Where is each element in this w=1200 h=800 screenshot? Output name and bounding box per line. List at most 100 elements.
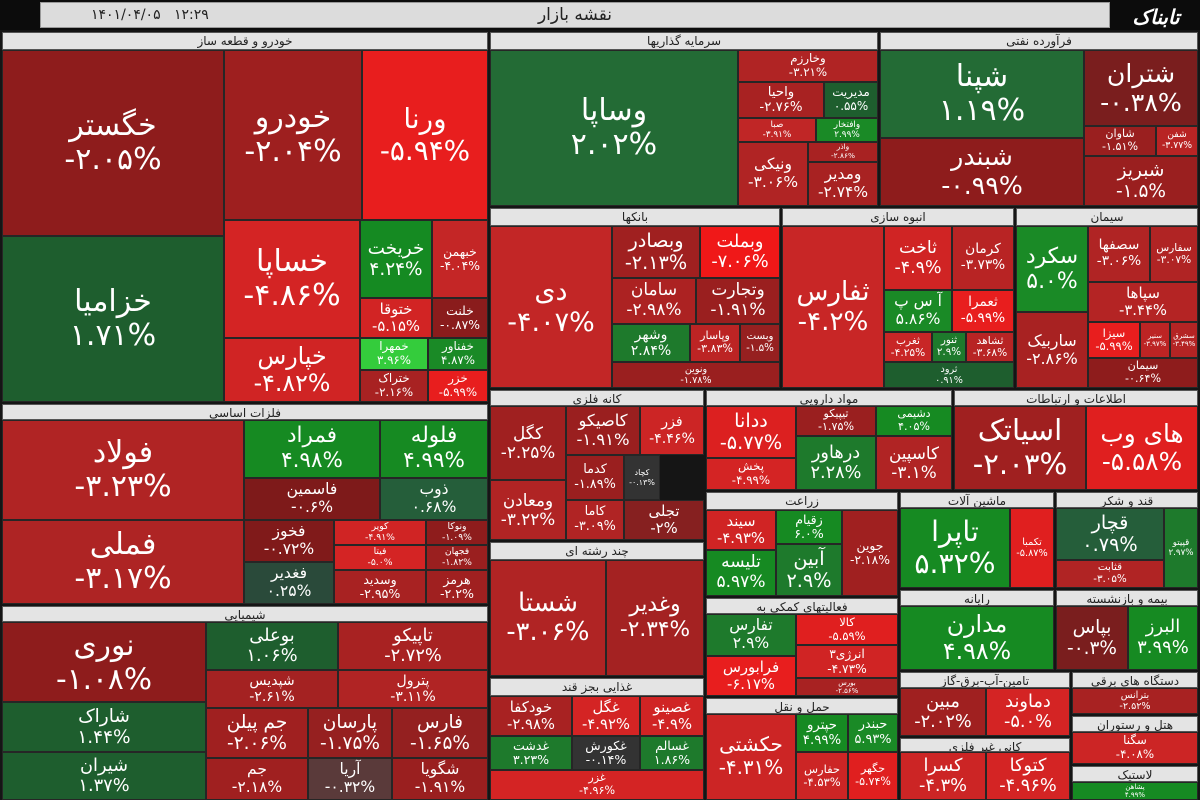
stock-name: وبصادر — [628, 228, 684, 252]
stock-change: -۲.۷۴% — [817, 183, 869, 201]
stock-tile: سنیر -۳.۹۷% — [1140, 322, 1170, 358]
stock-name: کسرا — [923, 755, 963, 776]
stock-tile: کالا -۵.۵۹% — [796, 614, 898, 645]
stock-change: ۴.۰۵% — [898, 420, 930, 433]
stock-change: ۳.۹۶% — [376, 353, 412, 367]
stock-tile: وتجارت -۱.۹۱% — [696, 278, 780, 324]
stock-tile: ونوین -۱.۷۸% — [612, 362, 780, 388]
stock-change: -۳.۴۹% — [1172, 340, 1196, 348]
stock-change: -۲.۲% — [439, 586, 474, 601]
stock-change: -۳.۱۱% — [390, 689, 436, 705]
sector-header: غذایی بجز قند — [490, 678, 704, 696]
stock-change: ۲.۸۴% — [630, 343, 672, 359]
stock-name: خگستر — [69, 107, 157, 143]
stock-tile: اسیاتک -۲.۰۳% — [954, 406, 1086, 490]
stock-name: کتوکا — [1009, 755, 1047, 776]
stock-change: -۳.۷۳% — [960, 257, 1006, 273]
stock-change: -۳.۲۱% — [788, 65, 828, 79]
stock-name: آ س پ — [894, 292, 942, 311]
sector-header: شیمیایی — [2, 606, 488, 622]
stock-tile: ومعادن -۳.۲۲% — [490, 480, 566, 540]
stock-name: حکشتی — [719, 733, 783, 757]
stock-tile: وشهر ۲.۸۴% — [612, 324, 690, 362]
stock-name: جم — [247, 760, 267, 779]
stock-change: -۴.۴۶% — [649, 430, 695, 447]
stock-name: ومعادن — [502, 489, 554, 510]
stock-tile: غدشت ۳.۲۳% — [490, 736, 572, 770]
stock-name: خودکفا — [509, 698, 553, 716]
stock-change: -۱.۹۱% — [710, 300, 766, 320]
stock-change: -۳.۷۷% — [1161, 140, 1193, 151]
stock-tile: خمهرا ۳.۹۶% — [360, 338, 428, 370]
stock-name: کاما — [584, 504, 606, 520]
stock-name: سفارس — [1156, 240, 1192, 254]
stock-tile: سشرق -۳.۴۹% — [1170, 322, 1198, 358]
stock-name: کاسپین — [888, 442, 940, 463]
stock-tile: ثنور ۲.۹% — [932, 332, 966, 362]
sector-header: کانی غیر فلزی — [900, 738, 1070, 752]
stock-change: -۴.۷۳% — [827, 661, 867, 676]
stock-tile: غصینو -۴.۹% — [640, 696, 704, 736]
stock-change: -۳.۰۷% — [1156, 253, 1192, 266]
stock-change: -۴.۳% — [918, 776, 968, 796]
stock-tile: غگل -۴.۹۲% — [572, 696, 640, 736]
sector-header: خودرو و قطعه ساز — [2, 32, 488, 50]
stock-change: -۵.۵۸% — [1101, 447, 1183, 476]
stock-tile: کگل -۲.۲۵% — [490, 406, 566, 480]
stock-change: ۱.۳۷% — [78, 776, 130, 796]
stock-name: فاسمین — [286, 480, 338, 499]
stock-tile: وآذر -۲.۸۶% — [808, 142, 878, 162]
stock-change: -۴.۲% — [797, 307, 869, 337]
stock-tile: فاسمین -۰.۶% — [244, 478, 380, 520]
stock-change: -۴.۳۱% — [718, 756, 784, 779]
stock-change: -۲.۰۳% — [972, 447, 1068, 481]
stock-name: ثفارس — [796, 276, 870, 307]
stock-name: سشرق — [1173, 331, 1195, 340]
stock-name: تجلی — [648, 502, 680, 520]
stock-change: ۴.۹۹% — [403, 448, 465, 473]
sector-header: بانکها — [490, 208, 780, 226]
stock-tile: مبین -۲.۰۲% — [900, 688, 986, 736]
stock-change: -۲.۷۲% — [384, 646, 442, 666]
stock-tile: شفن -۳.۷۷% — [1156, 126, 1198, 156]
stock-change: ۶.۰% — [794, 526, 824, 541]
sector-header: دستگاه های برقی — [1072, 672, 1198, 688]
stock-change: -۰.۱۳% — [629, 477, 655, 487]
stock-tile: ثرود ۰.۹۱% — [884, 362, 1014, 388]
stock-tile: فمراد ۴.۹۸% — [244, 420, 380, 478]
title-box: نقشه بازار ۱۴۰۱/۰۴/۰۵ ۱۲:۲۹ — [40, 2, 1110, 28]
stock-change: -۲.۰۶% — [227, 733, 287, 754]
stock-name: خلنت — [446, 303, 474, 318]
stock-name: غگل — [592, 698, 620, 716]
stock-name: شپدیس — [249, 672, 295, 689]
sector-header: رایانه — [900, 590, 1054, 606]
stock-tile: تاپیکو -۲.۷۲% — [338, 622, 488, 670]
stock-name: خساپا — [256, 243, 328, 279]
stock-name: فیتا — [373, 545, 387, 557]
stock-name: غسالم — [655, 737, 689, 753]
stock-tile: ومدیر -۲.۷۴% — [808, 162, 878, 206]
stock-name: ونوکا — [447, 520, 467, 532]
stock-change: -۱.۵% — [1115, 181, 1166, 202]
sector-header: ماشین آلات — [900, 492, 1054, 508]
sector-header: قند و شکر — [1056, 492, 1198, 508]
stock-name: شیران — [79, 755, 129, 776]
stock-change: ۱.۴۴% — [77, 727, 131, 748]
stock-tile: انرژی۳ -۴.۷۳% — [796, 645, 898, 678]
stock-tile: فخوز -۰.۷۲% — [244, 520, 334, 562]
stock-name: قپیتو — [1172, 537, 1190, 548]
stock-name: ساربیک — [1027, 330, 1077, 350]
stock-name: وافتخار — [833, 119, 861, 130]
stock-change: -۱.۸۲% — [442, 556, 472, 568]
stock-change: -۴.۹۲% — [582, 716, 630, 733]
stock-name: مدارن — [946, 609, 1008, 638]
stock-change: -۵.۸۷% — [1016, 548, 1048, 559]
stock-change: -۵.۵۹% — [828, 628, 866, 643]
stock-tile: بترانس -۲.۵۲% — [1072, 688, 1198, 714]
stock-change: -۱.۷۸% — [680, 375, 712, 386]
stock-change: -۵.۰% — [1003, 712, 1053, 732]
stock-tile: وبملت -۷.۰۶% — [700, 226, 780, 278]
stock-change: -۲.۱۳% — [624, 251, 688, 274]
stock-tile: قچار ۰.۷۹% — [1056, 508, 1164, 560]
stock-tile: آ س پ ۵.۸۶% — [884, 290, 952, 332]
